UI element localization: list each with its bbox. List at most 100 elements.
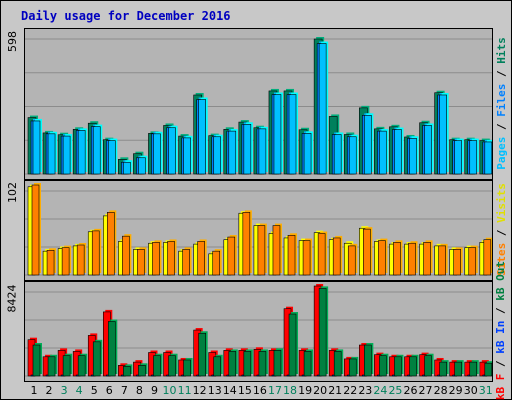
pages-bar-5 xyxy=(92,124,103,175)
sites-bar-17 xyxy=(272,223,282,276)
sites-bar-9 xyxy=(152,240,162,276)
pages-bar-9 xyxy=(153,131,163,175)
kbout-bar-24 xyxy=(379,353,389,377)
legend-pages: Pages xyxy=(494,136,508,170)
kbout-bar-11 xyxy=(183,357,193,377)
sites-bar-14 xyxy=(227,235,237,276)
sites-bar-15 xyxy=(242,210,252,276)
sites-bar-11 xyxy=(182,247,192,276)
pages-bar-17 xyxy=(273,92,283,175)
hits-files-pages-panel xyxy=(24,28,493,180)
day-label-10: 10 xyxy=(163,384,177,397)
sites-bar-3 xyxy=(61,245,72,276)
legend-separator: / xyxy=(494,360,508,367)
kbout-bar-19 xyxy=(303,349,314,377)
day-label-12: 12 xyxy=(193,384,207,397)
day-label-4: 4 xyxy=(76,384,83,397)
day-label-25: 25 xyxy=(388,384,402,397)
pages-bar-12 xyxy=(198,97,208,175)
day-label-29: 29 xyxy=(449,384,463,397)
sites-bar-26 xyxy=(408,241,418,276)
day-label-15: 15 xyxy=(238,384,252,397)
legend-separator: / xyxy=(494,307,508,314)
pages-bar-19 xyxy=(303,131,314,175)
sites-bar-8 xyxy=(137,247,147,276)
sites-bar-13 xyxy=(212,249,222,276)
sites-bar-29 xyxy=(453,247,463,276)
day-label-22: 22 xyxy=(343,384,357,397)
kbout-bar-31 xyxy=(484,361,492,377)
day-label-26: 26 xyxy=(404,384,418,397)
kbout-bar-13 xyxy=(213,354,223,377)
legend-files: Files xyxy=(494,83,508,117)
day-label-16: 16 xyxy=(253,384,267,397)
ymax-value-hits: 598 xyxy=(5,30,19,52)
ymax-value-visits: 102 xyxy=(5,181,19,203)
sites-bar-19 xyxy=(302,238,313,276)
pages-bar-1 xyxy=(32,118,42,175)
pages-bar-3 xyxy=(62,134,73,175)
kbout-bar-6 xyxy=(108,319,118,377)
pages-bar-16 xyxy=(258,126,268,175)
pages-bar-23 xyxy=(364,113,374,175)
sites-bar-27 xyxy=(423,240,433,276)
kbout-bar-2 xyxy=(47,354,58,377)
hits-files-pages-plot xyxy=(25,37,492,175)
kbout-bar-5 xyxy=(92,339,103,377)
visits-sites-plot xyxy=(25,183,492,276)
kbout-bar-17 xyxy=(273,348,283,377)
kbout-bar-25 xyxy=(394,354,404,377)
pages-bar-10 xyxy=(168,125,178,175)
day-label-27: 27 xyxy=(419,384,433,397)
sites-bar-12 xyxy=(197,239,207,276)
day-label-31: 31 xyxy=(479,384,493,397)
pages-bar-31 xyxy=(484,139,492,175)
day-label-24: 24 xyxy=(373,384,387,397)
pages-bar-27 xyxy=(424,123,434,175)
legend-hits: Hits xyxy=(494,36,508,64)
day-label-14: 14 xyxy=(223,384,237,397)
pages-bar-4 xyxy=(77,128,88,175)
legend-kbout: kB Out xyxy=(494,260,508,301)
pages-bar-8 xyxy=(138,155,148,175)
day-label-30: 30 xyxy=(464,384,478,397)
kbout-bar-21 xyxy=(333,349,344,377)
sites-bar-22 xyxy=(347,243,358,276)
pages-bar-21 xyxy=(333,132,344,175)
day-label-11: 11 xyxy=(178,384,192,397)
day-label-17: 17 xyxy=(268,384,282,397)
kbout-bar-23 xyxy=(364,343,374,377)
ymax-label-kbytes: 8424 xyxy=(4,281,20,315)
kbout-bar-18 xyxy=(288,312,299,377)
sites-bar-18 xyxy=(287,233,298,276)
kbout-bar-22 xyxy=(348,356,359,377)
legend-separator: / xyxy=(494,229,508,237)
kbout-bar-20 xyxy=(318,286,329,377)
pages-bar-28 xyxy=(439,92,449,175)
kbout-bar-4 xyxy=(77,353,88,377)
pages-bar-6 xyxy=(108,138,118,175)
day-label-28: 28 xyxy=(434,384,448,397)
sites-bar-7 xyxy=(122,234,132,276)
ymax-label-hits: 598 xyxy=(4,28,20,54)
x-axis-day-labels: 1 2 3 4 5 6 7 8 9 10 11 12 13 14 15 16 17 18 19 20 21 22 23 24 2… xyxy=(31,384,493,397)
pages-bar-14 xyxy=(228,129,238,175)
sites-bar-28 xyxy=(438,243,448,276)
day-label-20: 20 xyxy=(313,384,327,397)
pages-bar-25 xyxy=(394,127,404,175)
day-label-9: 9 xyxy=(151,384,158,397)
pages-bar-13 xyxy=(213,134,223,175)
sites-bar-2 xyxy=(46,248,57,276)
kbout-bar-16 xyxy=(258,349,268,377)
day-label-7: 7 xyxy=(121,384,128,397)
pages-bar-30 xyxy=(469,138,479,175)
kbout-bar-12 xyxy=(198,331,208,377)
day-label-1: 1 xyxy=(31,384,38,397)
kbytes-plot xyxy=(25,284,492,377)
legend-visits: Visits xyxy=(494,183,508,223)
pages-bar-11 xyxy=(183,135,193,175)
kbout-bar-10 xyxy=(168,353,178,377)
sites-bar-30 xyxy=(468,245,478,276)
ymax-label-visits: 102 xyxy=(4,180,20,204)
